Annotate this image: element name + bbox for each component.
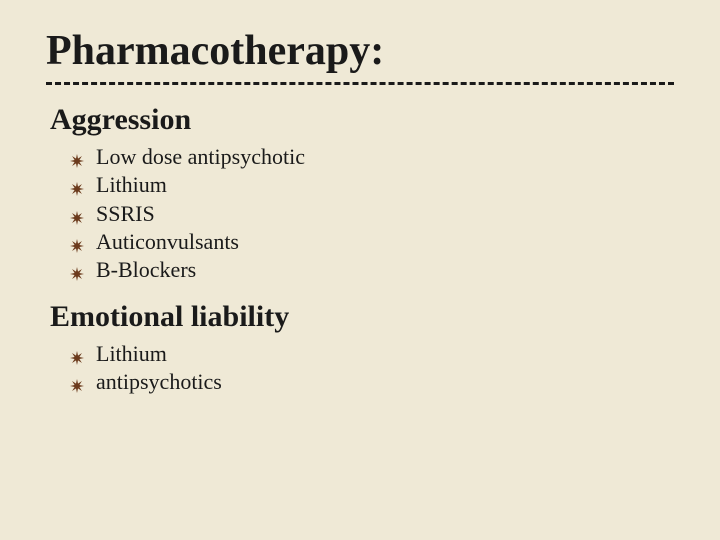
list-item-label: Lithium (96, 341, 167, 366)
page-title: Pharmacotherapy: (46, 28, 674, 74)
list-item-label: Low dose antipsychotic (96, 144, 305, 169)
star-bullet-icon (70, 344, 84, 358)
bullet-list: Low dose antipsychotic Lithium SSRIS Aut… (46, 143, 674, 284)
list-item-label: Auticonvulsants (96, 229, 239, 254)
section-heading: Aggression (46, 103, 674, 137)
star-bullet-icon (70, 232, 84, 246)
star-bullet-icon (70, 147, 84, 161)
list-item-label: Lithium (96, 172, 167, 197)
section-heading: Emotional liability (46, 300, 674, 334)
list-item-label: SSRIS (96, 201, 155, 226)
star-bullet-icon (70, 175, 84, 189)
list-item: B-Blockers (96, 256, 674, 284)
list-item: SSRIS (96, 200, 674, 228)
star-bullet-icon (70, 204, 84, 218)
star-bullet-icon (70, 372, 84, 386)
list-item: Lithium (96, 340, 674, 368)
list-item-label: B-Blockers (96, 257, 196, 282)
list-item-label: antipsychotics (96, 369, 222, 394)
bullet-list: Lithium antipsychotics (46, 340, 674, 396)
list-item: Auticonvulsants (96, 228, 674, 256)
star-bullet-icon (70, 260, 84, 274)
list-item: antipsychotics (96, 368, 674, 396)
divider (46, 82, 674, 85)
list-item: Low dose antipsychotic (96, 143, 674, 171)
slide: Pharmacotherapy: Aggression Low dose ant… (0, 0, 720, 540)
list-item: Lithium (96, 171, 674, 199)
